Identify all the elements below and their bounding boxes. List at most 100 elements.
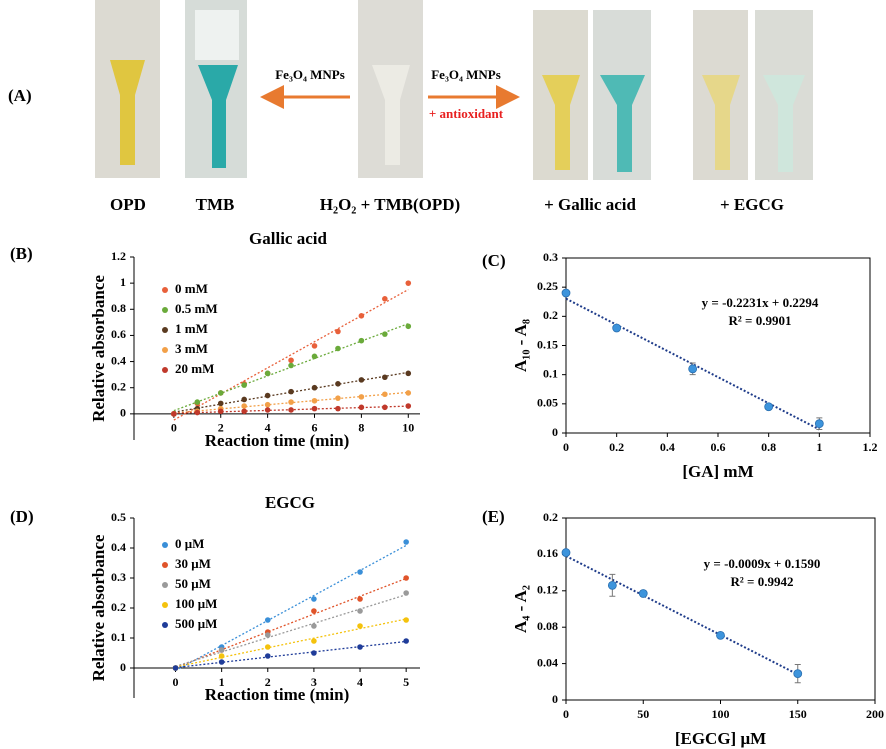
data-point (311, 596, 317, 602)
y-tick-label: 0.16 (537, 546, 558, 560)
plot-frame (565, 257, 871, 434)
data-point (382, 374, 388, 381)
data-point (793, 669, 803, 679)
data-point (561, 548, 571, 557)
photos (95, 0, 813, 180)
data-point (171, 411, 177, 417)
plot-frame (565, 517, 876, 701)
legend-swatch (162, 307, 168, 313)
data-point (335, 345, 341, 352)
data-point (311, 384, 318, 391)
data-point (288, 399, 294, 405)
x-tick-label: 0 (171, 421, 177, 435)
trend-line (175, 640, 407, 669)
data-point (241, 408, 247, 415)
data-point (311, 405, 318, 412)
data-point (357, 623, 363, 629)
x-tick-label: 200 (866, 707, 884, 721)
y-tick-label: 0.1 (543, 366, 558, 380)
data-point (403, 539, 409, 545)
x-tick-label: 0.4 (660, 440, 675, 454)
y-tick-label: 0.12 (537, 583, 558, 597)
data-point (217, 400, 224, 407)
data-point (264, 370, 271, 377)
data-point (194, 399, 201, 405)
legend-swatch (162, 582, 168, 588)
x-tick-label: 2 (265, 675, 271, 689)
legend-label: 0 μM (175, 536, 204, 551)
arrow-label: Fe₃O₄ MNPs (431, 67, 501, 82)
data-point (335, 395, 341, 401)
legend-label: 0.5 mM (175, 301, 218, 316)
data-point (405, 370, 412, 377)
data-point (288, 357, 294, 364)
y-tick-label: 0 (552, 425, 558, 439)
legend-label: 20 mM (175, 361, 214, 376)
y-axis-label: A₄ - A₂ (511, 585, 530, 633)
x-axis-label: [GA] mM (682, 462, 753, 481)
data-point (764, 402, 774, 412)
y-axis-label: A₁₀ - A₈ (511, 319, 530, 372)
data-point (218, 659, 225, 665)
data-point (382, 404, 388, 411)
x-tick-label: 0 (173, 675, 179, 689)
chart-title: Gallic acid (249, 229, 327, 248)
data-point (358, 337, 365, 344)
x-axis-label: [EGCG] μM (675, 729, 766, 748)
data-point (311, 397, 318, 404)
y-tick-label: 0.6 (111, 327, 126, 341)
data-point (311, 353, 318, 360)
data-point (335, 380, 341, 387)
x-tick-label: 1 (816, 440, 822, 454)
data-point (241, 396, 247, 403)
x-tick-label: 10 (402, 421, 414, 435)
legend-swatch (162, 602, 168, 608)
y-tick-label: 0 (120, 406, 126, 420)
panel-label: (C) (482, 251, 506, 270)
data-point (264, 401, 271, 408)
data-point (358, 313, 365, 319)
data-point (357, 596, 363, 602)
y-tick-label: 0.05 (537, 396, 558, 410)
data-point (403, 590, 409, 596)
y-tick-label: 0.3 (111, 570, 126, 584)
data-point (405, 390, 412, 396)
legend-label: 1 mM (175, 321, 208, 336)
data-point (358, 404, 365, 411)
y-tick-label: 0 (552, 692, 558, 706)
data-point (288, 407, 294, 413)
data-point (264, 653, 271, 659)
x-axis-label: Reaction time (min) (205, 431, 349, 450)
data-point (288, 362, 294, 369)
data-point (311, 638, 317, 644)
x-tick-label: 4 (265, 421, 271, 435)
panel-label: (A) (8, 86, 32, 105)
data-point (638, 589, 648, 598)
data-point (217, 390, 224, 396)
data-point (357, 644, 363, 650)
data-point (172, 665, 179, 671)
y-tick-label: 0.04 (537, 655, 558, 669)
data-point (264, 632, 271, 638)
y-tick-label: 0.25 (537, 279, 558, 293)
y-tick-label: 0.08 (537, 619, 558, 633)
data-point (241, 403, 247, 409)
data-point (612, 323, 622, 333)
data-point (358, 377, 365, 383)
legend-swatch (162, 287, 168, 293)
y-tick-label: 0.3 (543, 250, 558, 264)
trend-line (565, 297, 820, 431)
x-tick-label: 0 (563, 440, 569, 454)
annotation: R² = 0.9901 (729, 313, 792, 328)
data-point (403, 617, 409, 623)
y-tick-label: 1.2 (111, 249, 126, 263)
y-tick-label: 0.15 (537, 337, 558, 351)
data-point (607, 580, 617, 590)
panel-label: (B) (10, 244, 33, 263)
data-point (311, 343, 318, 349)
data-point (405, 280, 412, 286)
legend-swatch (162, 622, 168, 628)
x-tick-label: 0.6 (711, 440, 726, 454)
trend-line (175, 577, 407, 669)
